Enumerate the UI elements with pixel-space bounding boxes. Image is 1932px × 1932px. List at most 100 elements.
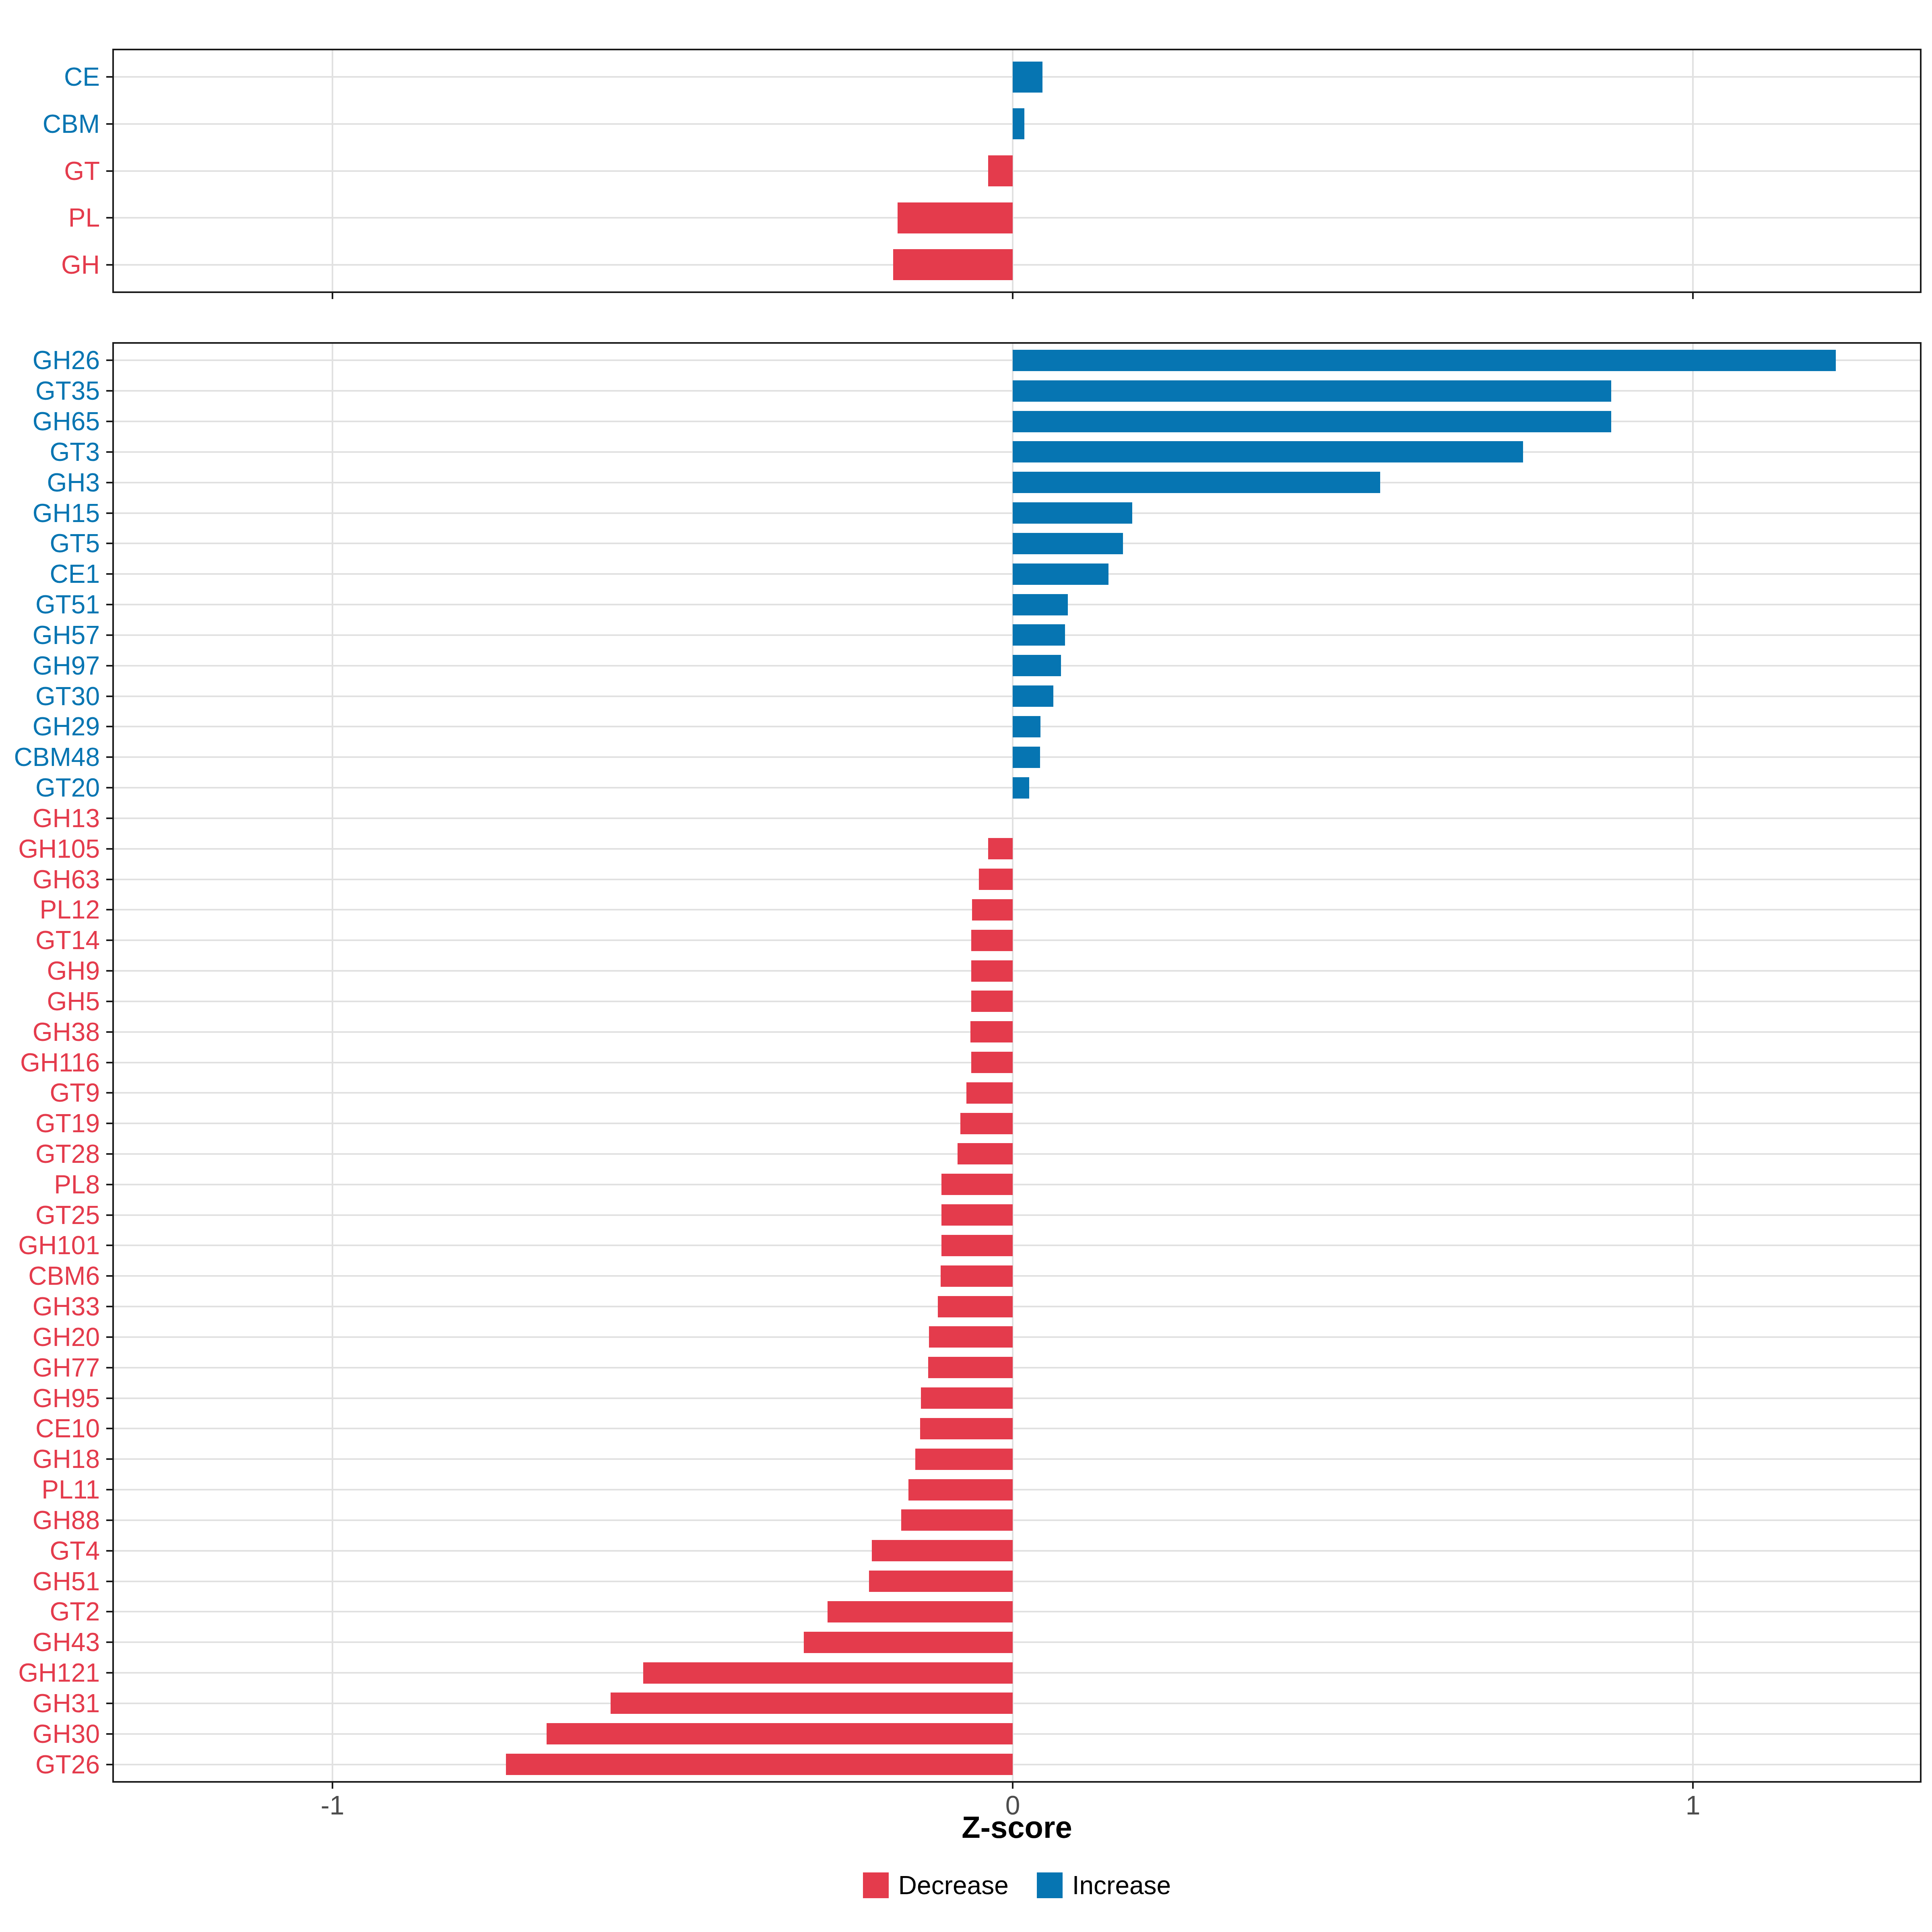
category-label-GH33: GH33 [33,1294,100,1319]
category-label-CE: CE [64,64,100,90]
category-label-GT3: GT3 [50,439,100,465]
x-tick-label: 1 [1686,1792,1701,1818]
y-tick [106,817,112,819]
y-tick [106,1092,112,1094]
zscore-figure: Z-score DecreaseIncrease CECBMGTPLGHGH26… [0,0,1932,1932]
y-tick [106,1672,112,1674]
y-tick [106,1489,112,1490]
y-tick [106,787,112,788]
y-tick [106,604,112,605]
y-tick [106,482,112,483]
category-label-GT35: GT35 [35,378,100,404]
category-label-PL11: PL11 [41,1477,100,1503]
y-tick [106,217,112,219]
y-tick [106,1428,112,1429]
category-label-GH51: GH51 [33,1569,100,1594]
category-label-GT5: GT5 [50,530,100,556]
y-tick [106,1214,112,1216]
legend-label-decrease: Decrease [898,1872,1009,1898]
y-tick [106,1367,112,1368]
y-tick [106,123,112,125]
y-tick [106,879,112,880]
category-label-GH13: GH13 [33,805,100,831]
y-tick [106,1336,112,1338]
category-label-GT51: GT51 [35,592,100,617]
category-label-GT9: GT9 [50,1080,100,1106]
category-label-GT30: GT30 [35,683,100,709]
y-tick [106,1733,112,1735]
category-label-GH38: GH38 [33,1019,100,1045]
y-tick [106,970,112,972]
y-tick [106,1031,112,1033]
y-tick [106,1306,112,1307]
y-tick [106,1275,112,1277]
y-tick [106,1245,112,1246]
y-tick [106,1458,112,1460]
category-label-GH116: GH116 [20,1050,100,1075]
legend-label-increase: Increase [1072,1872,1171,1898]
category-label-GH30: GH30 [33,1721,100,1747]
y-tick [106,512,112,514]
legend-swatch-decrease [863,1872,889,1898]
y-tick [106,1397,112,1399]
category-label-CBM: CBM [43,111,100,137]
category-label-CE1: CE1 [50,561,100,587]
y-tick [106,1153,112,1155]
category-label-GT2: GT2 [50,1599,100,1624]
y-tick [106,359,112,361]
x-tick [1692,1783,1694,1789]
y-tick [106,573,112,575]
category-label-PL8: PL8 [54,1172,100,1197]
category-label-PL: PL [68,205,100,231]
y-tick [106,1581,112,1582]
category-label-GT25: GT25 [35,1202,100,1228]
category-label-GH101: GH101 [18,1232,100,1258]
y-tick [106,939,112,941]
x-tick [1012,1783,1013,1789]
x-tick-label: 0 [1005,1792,1020,1818]
category-label-CBM48: CBM48 [14,744,100,770]
category-label-CBM6: CBM6 [28,1263,100,1289]
y-tick [106,170,112,172]
category-label-GH31: GH31 [33,1690,100,1716]
category-label-GH: GH [61,252,100,278]
category-label-GH3: GH3 [47,470,100,495]
category-label-GT14: GT14 [35,927,100,953]
legend-swatch-increase [1037,1872,1063,1898]
y-tick [106,1611,112,1612]
y-tick [106,1184,112,1185]
y-tick [106,848,112,850]
category-label-GH57: GH57 [33,622,100,648]
category-label-GH105: GH105 [18,836,100,862]
x-tick [1012,293,1013,299]
panel-cazyme-families [112,342,1922,1783]
category-label-GH97: GH97 [33,653,100,679]
legend-item-increase: Increase [1037,1872,1171,1898]
y-tick [106,390,112,392]
x-tick-label: -1 [321,1792,345,1818]
y-tick [106,1519,112,1521]
category-label-GH15: GH15 [33,500,100,526]
x-tick [1692,293,1694,299]
category-label-GT28: GT28 [35,1141,100,1167]
y-tick [106,726,112,727]
category-label-GH5: GH5 [47,989,100,1014]
y-tick [106,451,112,453]
y-tick [106,909,112,910]
category-label-GT20: GT20 [35,775,100,801]
category-label-GH20: GH20 [33,1324,100,1350]
category-label-GH65: GH65 [33,409,100,434]
category-label-GH18: GH18 [33,1446,100,1472]
category-label-GT19: GT19 [35,1110,100,1136]
panel-cazyme-classes [112,49,1922,293]
category-label-GH95: GH95 [33,1385,100,1411]
category-label-GH77: GH77 [33,1355,100,1381]
category-label-GT: GT [64,158,100,184]
y-tick [106,421,112,422]
y-tick [106,264,112,266]
legend-item-decrease: Decrease [863,1872,1009,1898]
category-label-GH88: GH88 [33,1507,100,1533]
category-label-GH9: GH9 [47,958,100,984]
y-tick [106,1001,112,1002]
category-label-GH29: GH29 [33,714,100,739]
